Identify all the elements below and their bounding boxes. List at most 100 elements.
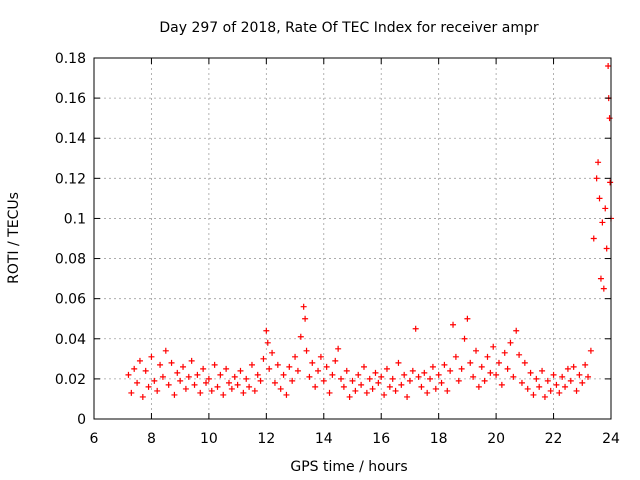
data-point bbox=[441, 361, 448, 368]
data-point bbox=[435, 371, 442, 378]
data-point bbox=[556, 389, 563, 396]
data-point bbox=[533, 375, 540, 382]
data-point bbox=[142, 367, 149, 374]
data-point bbox=[579, 379, 586, 386]
chart-title: Day 297 of 2018, Rate Of TEC Index for r… bbox=[159, 20, 538, 36]
data-point bbox=[188, 357, 195, 364]
plot-frame bbox=[93, 57, 612, 420]
data-point bbox=[280, 371, 287, 378]
data-point bbox=[243, 375, 250, 382]
data-point bbox=[223, 365, 230, 372]
data-point bbox=[383, 365, 390, 372]
data-point bbox=[194, 371, 201, 378]
y-tick-label: 0.08 bbox=[55, 252, 86, 268]
data-point bbox=[458, 365, 465, 372]
data-point bbox=[335, 345, 342, 352]
data-point bbox=[553, 381, 560, 388]
data-point bbox=[131, 365, 138, 372]
y-tick-label: 0.04 bbox=[55, 332, 86, 348]
data-point bbox=[498, 381, 505, 388]
data-point bbox=[444, 387, 451, 394]
data-point bbox=[386, 383, 393, 390]
data-point bbox=[424, 389, 431, 396]
data-point bbox=[406, 377, 413, 384]
data-point bbox=[271, 379, 278, 386]
x-tick-label: 22 bbox=[545, 431, 563, 447]
x-tick-label: 24 bbox=[602, 431, 620, 447]
data-point bbox=[530, 391, 537, 398]
data-point bbox=[274, 361, 281, 368]
data-point bbox=[203, 379, 210, 386]
data-point bbox=[450, 321, 457, 328]
data-points bbox=[125, 63, 614, 400]
data-point bbox=[168, 359, 175, 366]
data-point bbox=[595, 159, 602, 166]
data-point bbox=[596, 195, 603, 202]
data-point bbox=[544, 377, 551, 384]
data-point bbox=[395, 359, 402, 366]
x-tick-label: 20 bbox=[487, 431, 505, 447]
data-point bbox=[165, 381, 172, 388]
data-point bbox=[418, 383, 425, 390]
data-point bbox=[521, 359, 528, 366]
data-point bbox=[145, 383, 152, 390]
data-point bbox=[375, 379, 382, 386]
data-point bbox=[332, 357, 339, 364]
data-point bbox=[464, 315, 471, 322]
data-point bbox=[128, 389, 135, 396]
data-point bbox=[125, 371, 132, 378]
data-point bbox=[427, 375, 434, 382]
x-tick-label: 12 bbox=[257, 431, 275, 447]
data-point bbox=[352, 387, 359, 394]
data-point bbox=[234, 381, 241, 388]
data-point bbox=[412, 325, 419, 332]
data-point bbox=[205, 375, 212, 382]
data-point bbox=[211, 361, 218, 368]
data-point bbox=[593, 175, 600, 182]
data-point bbox=[269, 349, 276, 356]
data-point bbox=[366, 375, 373, 382]
data-point bbox=[378, 373, 385, 380]
data-point bbox=[326, 389, 333, 396]
data-point bbox=[260, 355, 267, 362]
data-point bbox=[266, 365, 273, 372]
data-point bbox=[389, 375, 396, 382]
data-point bbox=[303, 347, 310, 354]
data-point bbox=[602, 205, 609, 212]
data-point bbox=[358, 381, 365, 388]
data-point bbox=[159, 373, 166, 380]
data-point bbox=[510, 373, 517, 380]
data-point bbox=[329, 371, 336, 378]
data-point bbox=[478, 363, 485, 370]
data-point bbox=[197, 389, 204, 396]
data-point bbox=[585, 373, 592, 380]
data-point bbox=[225, 379, 232, 386]
data-point bbox=[139, 393, 146, 400]
x-tick-label: 10 bbox=[200, 431, 218, 447]
data-point bbox=[185, 373, 192, 380]
data-point bbox=[536, 383, 543, 390]
data-point bbox=[415, 373, 422, 380]
data-point bbox=[174, 369, 181, 376]
data-point bbox=[323, 363, 330, 370]
data-point bbox=[297, 333, 304, 340]
y-tick-label: 0.16 bbox=[55, 91, 86, 107]
data-point bbox=[398, 381, 405, 388]
data-point bbox=[401, 371, 408, 378]
y-tick-label: 0.02 bbox=[55, 372, 86, 388]
data-point bbox=[182, 385, 189, 392]
data-point bbox=[516, 351, 523, 358]
data-point bbox=[306, 373, 313, 380]
data-point bbox=[513, 327, 520, 334]
data-point bbox=[171, 391, 178, 398]
data-point bbox=[136, 357, 143, 364]
data-point bbox=[470, 373, 477, 380]
x-tick-label: 14 bbox=[315, 431, 333, 447]
data-point bbox=[134, 379, 141, 386]
data-point bbox=[257, 377, 264, 384]
data-point bbox=[320, 377, 327, 384]
data-point bbox=[507, 339, 514, 346]
y-tick-label: 0.18 bbox=[55, 51, 86, 67]
data-point bbox=[564, 365, 571, 372]
